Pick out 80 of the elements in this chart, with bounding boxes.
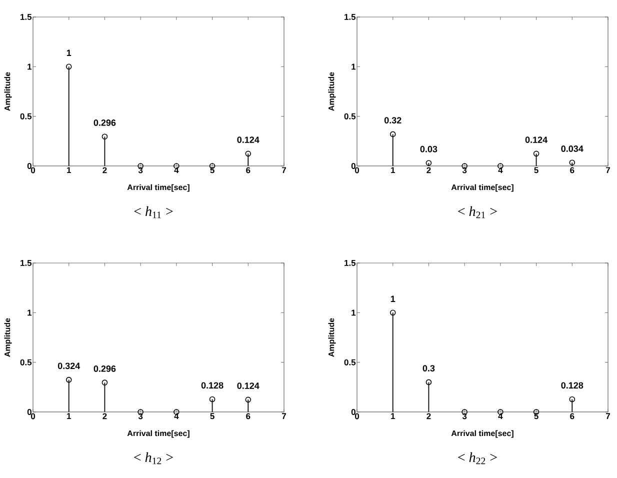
x-tick-label: 4: [174, 167, 179, 174]
x-tick-label: 3: [138, 413, 143, 420]
x-tick-label: 6: [570, 413, 574, 420]
x-tick-label: 5: [534, 413, 538, 420]
point: [102, 380, 108, 386]
data-label: 0.296: [94, 366, 116, 372]
y-tick-label: 1.5: [20, 260, 32, 266]
x-tick-label: 4: [498, 167, 503, 174]
y-tick-label: 0.5: [20, 113, 32, 120]
y-tick-label: 0.5: [20, 359, 32, 366]
x-tick-label: 3: [138, 167, 143, 174]
y-tick-label: 1.5: [344, 260, 356, 266]
x-tick-label: 6: [246, 413, 250, 420]
data-label: 0.03: [420, 146, 438, 152]
point: [533, 150, 540, 157]
data-label: 1: [390, 296, 396, 302]
point: [390, 310, 396, 316]
x-tick-label: 1: [67, 413, 71, 420]
data-label: 0.034: [561, 146, 584, 152]
text: < h$_{11}$ >: [134, 206, 173, 218]
x-axis-title: Arrival time[sec]: [451, 184, 514, 192]
x-tick-label: 1: [67, 167, 71, 174]
text: < h$_{22}$ >: [458, 452, 497, 464]
point: [209, 396, 216, 402]
x-axis-title: Arrival time[sec]: [127, 184, 190, 192]
x-axis-title: Arrival time[sec]: [127, 430, 190, 438]
y-tick-label: 0: [351, 162, 356, 169]
x-tick-label: 2: [102, 167, 107, 174]
y-axis-title: Amplitude: [328, 72, 336, 111]
y-tick-label: 1.5: [20, 14, 32, 20]
data-label: 0.124: [237, 382, 260, 389]
x-tick-label: 7: [606, 413, 610, 420]
x-tick-label: 6: [570, 167, 574, 174]
data-label: 1: [66, 50, 72, 56]
y-tick-label: 1: [28, 64, 32, 70]
y-axis-title: Amplitude: [4, 318, 12, 357]
x-tick-label: 7: [282, 167, 286, 174]
y-tick-label: 0: [351, 408, 356, 415]
x-tick-label: 3: [462, 167, 467, 174]
x-tick-label: 7: [606, 167, 610, 174]
data-label: 0.124: [525, 136, 548, 143]
point: [102, 134, 108, 140]
data-label: 0.324: [58, 362, 80, 370]
text: < h$_{12}$ >: [134, 452, 173, 464]
data-label: 0.3: [422, 365, 435, 372]
y-tick-label: 0: [27, 162, 32, 169]
x-tick-label: 2: [102, 413, 107, 420]
data-label: 0.128: [561, 382, 584, 389]
text: < h$_{21}$ >: [458, 206, 497, 218]
x-tick-label: 2: [426, 167, 431, 174]
point: [390, 131, 396, 138]
x-tick-label: 4: [174, 413, 179, 420]
x-tick-label: 6: [246, 167, 250, 174]
data-label: 0.128: [201, 382, 224, 389]
y-tick-label: 0.5: [344, 113, 356, 120]
x-tick-label: 5: [210, 167, 214, 174]
data-label: 0.32: [384, 117, 402, 124]
point: [66, 376, 72, 383]
x-tick-label: 5: [210, 413, 214, 420]
x-tick-label: 4: [498, 413, 503, 420]
point: [426, 379, 432, 386]
y-tick-label: 1: [28, 310, 32, 316]
data-label: 0.296: [94, 120, 116, 126]
point: [66, 64, 72, 70]
x-tick-label: 1: [391, 413, 395, 420]
y-tick-label: 0.5: [344, 359, 356, 366]
x-tick-label: 1: [391, 167, 395, 174]
y-axis-title: Amplitude: [328, 318, 336, 357]
y-tick-label: 1.5: [344, 14, 356, 20]
y-tick-label: 1: [352, 310, 356, 316]
x-tick-label: 3: [462, 413, 467, 420]
x-tick-label: 7: [282, 413, 286, 420]
data-label: 0.124: [237, 136, 260, 143]
y-axis-title: Amplitude: [4, 72, 12, 111]
x-axis-title: Arrival time[sec]: [451, 430, 514, 438]
y-tick-label: 1: [352, 64, 356, 70]
y-tick-label: 0: [27, 408, 32, 415]
point: [426, 160, 432, 166]
x-tick-label: 5: [534, 167, 538, 174]
x-tick-label: 2: [426, 413, 431, 420]
